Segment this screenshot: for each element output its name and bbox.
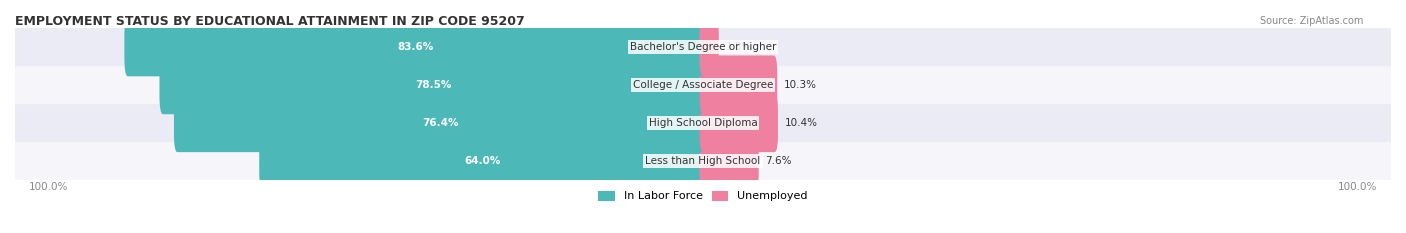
FancyBboxPatch shape <box>124 17 706 76</box>
Text: 7.6%: 7.6% <box>766 156 792 166</box>
Text: 78.5%: 78.5% <box>415 80 451 90</box>
Text: 100.0%: 100.0% <box>1339 182 1378 192</box>
FancyBboxPatch shape <box>700 93 778 152</box>
FancyBboxPatch shape <box>259 131 706 190</box>
Text: 83.6%: 83.6% <box>398 42 433 52</box>
Text: Bachelor's Degree or higher: Bachelor's Degree or higher <box>630 42 776 52</box>
Text: High School Diploma: High School Diploma <box>648 118 758 128</box>
FancyBboxPatch shape <box>15 141 1391 180</box>
FancyBboxPatch shape <box>159 55 706 114</box>
FancyBboxPatch shape <box>174 93 706 152</box>
FancyBboxPatch shape <box>700 55 778 114</box>
Text: EMPLOYMENT STATUS BY EDUCATIONAL ATTAINMENT IN ZIP CODE 95207: EMPLOYMENT STATUS BY EDUCATIONAL ATTAINM… <box>15 15 524 28</box>
Text: 64.0%: 64.0% <box>464 156 501 166</box>
Text: 10.4%: 10.4% <box>785 118 818 128</box>
Text: Less than High School: Less than High School <box>645 156 761 166</box>
Text: 1.8%: 1.8% <box>725 42 752 52</box>
Text: 100.0%: 100.0% <box>28 182 67 192</box>
Text: 76.4%: 76.4% <box>422 118 458 128</box>
FancyBboxPatch shape <box>15 103 1391 142</box>
FancyBboxPatch shape <box>15 28 1391 66</box>
FancyBboxPatch shape <box>700 17 718 76</box>
Text: Source: ZipAtlas.com: Source: ZipAtlas.com <box>1260 16 1364 26</box>
FancyBboxPatch shape <box>700 131 759 190</box>
Legend: In Labor Force, Unemployed: In Labor Force, Unemployed <box>598 191 808 201</box>
Text: 10.3%: 10.3% <box>785 80 817 90</box>
FancyBboxPatch shape <box>15 65 1391 104</box>
Text: College / Associate Degree: College / Associate Degree <box>633 80 773 90</box>
